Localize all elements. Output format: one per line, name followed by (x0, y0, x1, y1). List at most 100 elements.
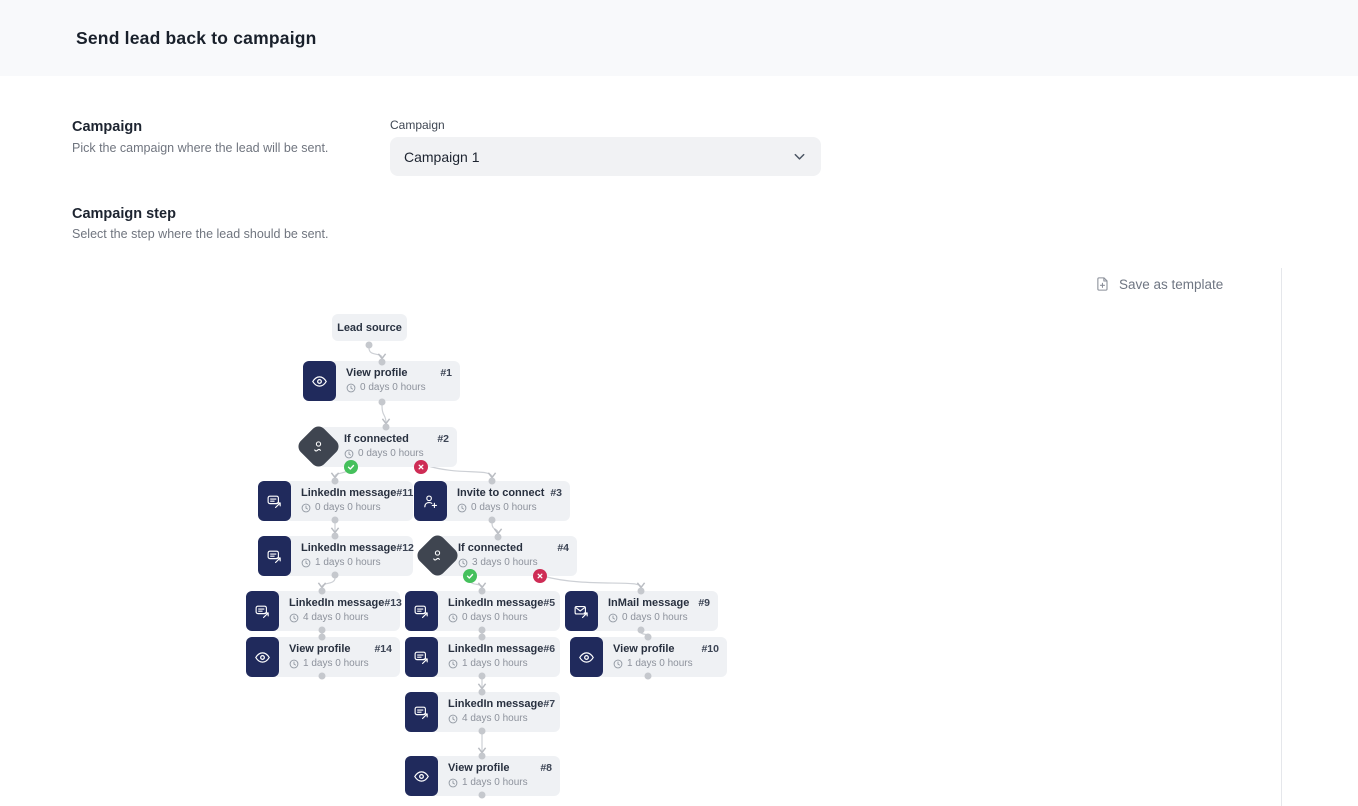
clock-icon (448, 659, 458, 669)
node-delay: 0 days 0 hours (358, 448, 424, 459)
inmail-message-icon (565, 591, 598, 631)
flow-node-linkedin-message-5[interactable]: LinkedIn message #5 0 days 0 hours (405, 591, 560, 631)
node-number: #1 (440, 367, 452, 379)
flow-connectors (317, 347, 649, 754)
node-number: #8 (540, 762, 552, 774)
clock-icon (458, 558, 468, 568)
node-title: View profile (613, 643, 675, 655)
node-title: View profile (346, 367, 408, 379)
eye-icon (570, 637, 603, 677)
flow-node-linkedin-message-7[interactable]: LinkedIn message #7 4 days 0 hours (405, 692, 560, 732)
eye-icon (303, 361, 336, 401)
node-delay: 0 days 0 hours (315, 502, 381, 513)
node-number: #7 (543, 698, 556, 710)
file-plus-icon (1095, 276, 1111, 292)
flow-node-if-connected-2[interactable]: If connected #2 0 days 0 hours (295, 423, 457, 474)
step-section-heading: Campaign step (72, 206, 176, 222)
flow-node-linkedin-message-13[interactable]: LinkedIn message #13 4 days 0 hours (246, 591, 402, 631)
node-title: View profile (289, 643, 351, 655)
node-delay: 1 days 0 hours (462, 658, 528, 669)
clock-icon (289, 659, 299, 669)
node-delay: 0 days 0 hours (471, 502, 537, 513)
node-delay: 4 days 0 hours (303, 612, 369, 623)
node-number: #4 (557, 542, 569, 554)
node-delay: 1 days 0 hours (627, 658, 693, 669)
linkedin-message-icon (246, 591, 279, 631)
lead-source-label: Lead source (337, 321, 402, 334)
clock-icon (448, 613, 458, 623)
node-number: #10 (701, 643, 719, 655)
clock-icon (457, 503, 467, 513)
node-title: LinkedIn message (448, 597, 544, 609)
node-delay: 1 days 0 hours (462, 777, 528, 788)
node-delay: 0 days 0 hours (360, 382, 426, 393)
clock-icon (344, 449, 354, 459)
linkedin-message-icon (405, 591, 438, 631)
connected-no-badge (533, 569, 547, 583)
page-title: Send lead back to campaign (76, 27, 317, 48)
clock-icon (608, 613, 618, 623)
connected-yes-badge (344, 460, 358, 474)
linkedin-message-icon (258, 536, 291, 576)
node-delay: 3 days 0 hours (472, 557, 538, 568)
node-title: If connected (458, 542, 523, 554)
node-number: #14 (374, 643, 392, 655)
campaign-section-description: Pick the campaign where the lead will be… (72, 141, 329, 155)
flow-node-linkedin-message-6[interactable]: LinkedIn message #6 1 days 0 hours (405, 637, 560, 677)
node-number: #3 (550, 487, 562, 499)
node-number: #12 (396, 542, 414, 554)
node-number: #2 (437, 433, 449, 445)
node-number: #11 (396, 487, 414, 499)
flow-node-lead-source[interactable]: Lead source (332, 314, 407, 341)
flow-connector-dots (318, 341, 652, 799)
flow-node-view-profile-1[interactable]: View profile #1 0 days 0 hours (303, 361, 460, 401)
connected-yes-badge (463, 569, 477, 583)
linkedin-message-icon (405, 637, 438, 677)
clock-icon (346, 383, 356, 393)
node-title: View profile (448, 762, 510, 774)
clock-icon (301, 503, 311, 513)
campaign-select[interactable]: Campaign 1 (390, 137, 821, 176)
clock-icon (289, 613, 299, 623)
node-title: LinkedIn message (301, 487, 397, 499)
flow-node-view-profile-10[interactable]: View profile #10 1 days 0 hours (570, 637, 727, 677)
eye-icon (405, 756, 438, 796)
chevron-down-icon (792, 149, 807, 164)
clock-icon (448, 778, 458, 788)
node-title: If connected (344, 433, 409, 445)
campaign-flow-panel: Save as template (0, 268, 1282, 806)
save-as-template-button[interactable]: Save as template (1095, 276, 1223, 292)
node-title: LinkedIn message (289, 597, 385, 609)
linkedin-message-icon (258, 481, 291, 521)
node-title: LinkedIn message (301, 542, 397, 554)
campaign-select-value: Campaign 1 (404, 148, 480, 165)
node-number: #6 (543, 643, 556, 655)
node-number: #9 (698, 597, 710, 609)
linkedin-message-icon (405, 692, 438, 732)
campaign-field-label: Campaign (390, 118, 445, 132)
node-delay: 4 days 0 hours (462, 713, 528, 724)
flow-node-inmail-message-9[interactable]: InMail message #9 0 days 0 hours (565, 591, 718, 631)
node-title: LinkedIn message (448, 643, 544, 655)
top-bar: Send lead back to campaign (0, 0, 1358, 76)
flow-node-if-connected-4[interactable]: If connected #4 3 days 0 hours (414, 532, 577, 583)
flow-node-linkedin-message-12[interactable]: LinkedIn message #12 1 days 0 hours (258, 536, 414, 576)
clock-icon (448, 714, 458, 724)
node-delay: 0 days 0 hours (622, 612, 688, 623)
connected-no-badge (414, 460, 428, 474)
flow-node-invite-to-connect-3[interactable]: Invite to connect #3 0 days 0 hours (414, 481, 570, 521)
step-section-description: Select the step where the lead should be… (72, 227, 329, 241)
node-delay: 1 days 0 hours (315, 557, 381, 568)
node-title: Invite to connect (457, 487, 545, 499)
flow-node-view-profile-8[interactable]: View profile #8 1 days 0 hours (405, 756, 560, 796)
node-number: #5 (543, 597, 556, 609)
node-delay: 1 days 0 hours (303, 658, 369, 669)
node-number: #13 (384, 597, 402, 609)
node-delay: 0 days 0 hours (462, 612, 528, 623)
campaign-section-heading: Campaign (72, 119, 143, 135)
flow-node-linkedin-message-11[interactable]: LinkedIn message #11 0 days 0 hours (258, 481, 413, 521)
save-as-template-label: Save as template (1119, 276, 1224, 292)
flow-node-view-profile-14[interactable]: View profile #14 1 days 0 hours (246, 637, 400, 677)
invite-to-connect-icon (414, 481, 447, 521)
